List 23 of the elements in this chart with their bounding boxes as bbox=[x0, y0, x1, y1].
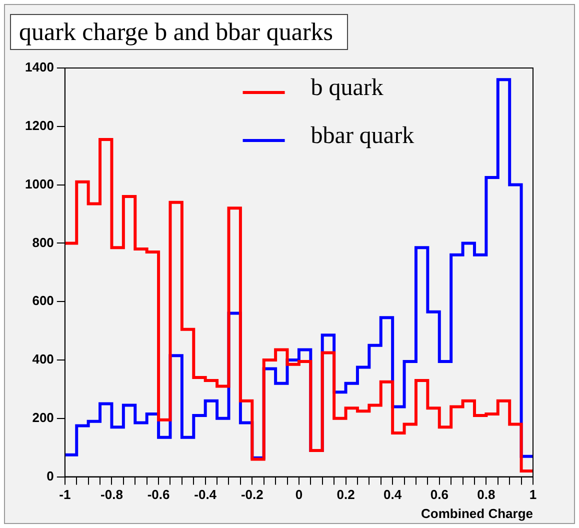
x-tick-label: 0.2 bbox=[336, 487, 355, 502]
y-tick-label: 600 bbox=[32, 293, 54, 308]
y-tick-label: 400 bbox=[32, 352, 54, 367]
chart-title: quark charge b and bbar quarks bbox=[10, 14, 348, 50]
legend-label: b quark bbox=[310, 74, 384, 101]
x-tick-label: 0.4 bbox=[384, 487, 402, 502]
y-tick-label: 200 bbox=[32, 410, 54, 425]
y-tick-label: 1000 bbox=[25, 176, 54, 192]
x-tick-label: -0.2 bbox=[240, 487, 264, 502]
y-tick-label: 1200 bbox=[25, 118, 54, 133]
x-tick-label: -0.8 bbox=[100, 487, 123, 502]
x-tick-label: 1 bbox=[529, 487, 537, 502]
y-tick-label: 1400 bbox=[25, 60, 54, 75]
x-tick-label: 0 bbox=[295, 487, 303, 502]
y-tick-label: 800 bbox=[32, 234, 54, 250]
x-tick-label: -1 bbox=[59, 487, 71, 502]
x-tick-label: -0.4 bbox=[194, 487, 218, 502]
legend-label: bbar quark bbox=[310, 122, 414, 149]
x-tick-label: 0.6 bbox=[430, 487, 448, 502]
x-tick-label: 0.8 bbox=[477, 487, 496, 502]
x-axis-title: Combined Charge bbox=[421, 506, 533, 521]
y-tick-label: 0 bbox=[46, 468, 54, 484]
x-tick-label: -0.6 bbox=[147, 487, 170, 502]
